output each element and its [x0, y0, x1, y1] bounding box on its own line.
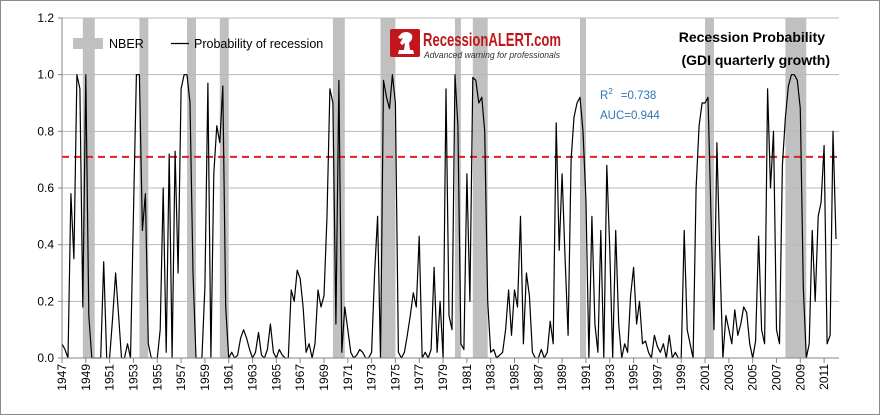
x-tick-label-1993: 1993	[603, 364, 617, 391]
x-tick-label-2011: 2011	[817, 364, 831, 390]
x-tick-label-1951: 1951	[103, 364, 117, 391]
x-tick-label-1997: 1997	[650, 364, 664, 391]
r-squared-superscript: 2	[608, 87, 613, 96]
x-tick-labels: 1947 1949 1951 1953 1955 1957 1959 1961 1963 1965…	[55, 364, 831, 391]
x-tick-label-1957: 1957	[174, 364, 188, 391]
chart-title: Recession Probability	[679, 29, 825, 45]
x-tick-label-2003: 2003	[722, 364, 736, 391]
x-tick-label-1973: 1973	[365, 364, 379, 391]
x-tick-label-1969: 1969	[317, 364, 331, 391]
legend-label-line: Probability of recession	[194, 37, 323, 51]
x-tick-label-2007: 2007	[769, 364, 783, 391]
x-tick-label-1983: 1983	[484, 364, 498, 391]
knight-icon	[398, 31, 414, 54]
y-tick-label-1: 0.2	[37, 294, 54, 308]
y-tick-label-0: 0.0	[37, 351, 54, 365]
probability-line	[61, 74, 837, 359]
brand-name-accent: ALERT	[488, 30, 532, 50]
auc-label: AUC=0.944	[600, 110, 660, 122]
x-tick-label-1999: 1999	[674, 364, 688, 391]
brand-tagline: Advanced warning for professionals	[423, 50, 560, 61]
x-tick-label-1953: 1953	[126, 364, 140, 391]
x-tick-label-1989: 1989	[555, 364, 569, 391]
axes	[58, 17, 839, 363]
y-tick-label-3: 0.6	[37, 181, 54, 195]
x-tick-label-1975: 1975	[388, 364, 402, 391]
x-tick-label-1965: 1965	[269, 364, 283, 391]
x-tick-label-1979: 1979	[436, 364, 450, 391]
x-tick-label-2001: 2001	[698, 364, 712, 391]
legend: NBER Probability of recession	[73, 37, 323, 51]
x-tick-label-1971: 1971	[341, 364, 355, 391]
y-tick-label-2: 0.4	[37, 238, 54, 252]
r-squared-symbol: R	[600, 90, 608, 102]
x-tick-label-2005: 2005	[746, 364, 760, 391]
y-tick-label-5: 1.0	[37, 68, 54, 82]
brand-name-prefix: Recession	[423, 30, 488, 50]
r-squared-value: =0.738	[621, 90, 657, 102]
r-squared-label: R2 =0.738	[600, 87, 656, 102]
legend-swatch-nber	[73, 38, 103, 49]
x-tick-label-1981: 1981	[460, 364, 474, 391]
x-tick-label-1985: 1985	[508, 364, 522, 391]
y-tick-labels: 0.0 0.2 0.4 0.6 0.8 1.0 1.2	[37, 11, 54, 365]
x-tick-label-1961: 1961	[222, 364, 236, 391]
x-tick-label-1959: 1959	[198, 364, 212, 391]
x-tick-label-1947: 1947	[55, 364, 69, 391]
x-tick-label-1995: 1995	[627, 364, 641, 391]
probability-series	[61, 74, 837, 359]
x-tick-label-1967: 1967	[293, 364, 307, 391]
y-tick-label-6: 1.2	[37, 11, 54, 25]
x-tick-label-1977: 1977	[412, 364, 426, 391]
x-tick-label-1949: 1949	[79, 364, 93, 391]
y-tick-label-4: 0.8	[37, 124, 54, 138]
brand-name: RecessionALERT.com	[423, 30, 561, 50]
x-tick-label-1987: 1987	[531, 364, 545, 391]
brand-logo: RecessionALERT.com Advanced warning for …	[390, 29, 561, 61]
x-tick-label-1991: 1991	[579, 364, 593, 391]
chart-subtitle: (GDI quarterly growth)	[681, 52, 830, 68]
legend-label-nber: NBER	[109, 37, 144, 51]
x-tick-label-2009: 2009	[793, 364, 807, 391]
x-tick-label-1955: 1955	[150, 364, 164, 391]
brand-name-suffix: .com	[530, 30, 561, 50]
x-tick-label-1963: 1963	[246, 364, 260, 391]
